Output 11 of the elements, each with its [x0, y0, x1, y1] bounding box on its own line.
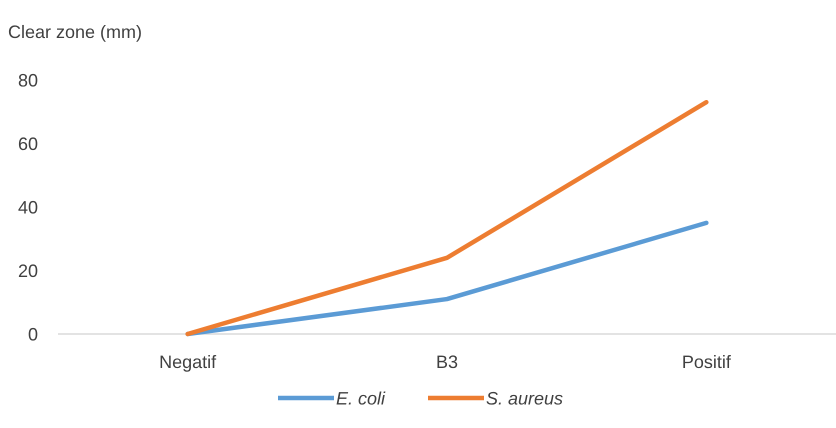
x-tick-label: Negatif [159, 352, 218, 372]
x-tick-label: B3 [436, 352, 458, 372]
y-tick-label: 60 [18, 134, 38, 154]
y-tick-label: 20 [18, 260, 38, 281]
y-tick-label: 40 [18, 197, 38, 218]
y-tick-label: 0 [28, 324, 38, 344]
legend-label: S. aureus [486, 388, 564, 408]
y-tick-label: 80 [18, 70, 38, 90]
legend-label: E. coli [336, 388, 386, 408]
x-tick-label: Positif [682, 352, 732, 372]
y-axis-title: Clear zone (mm) [8, 22, 142, 42]
